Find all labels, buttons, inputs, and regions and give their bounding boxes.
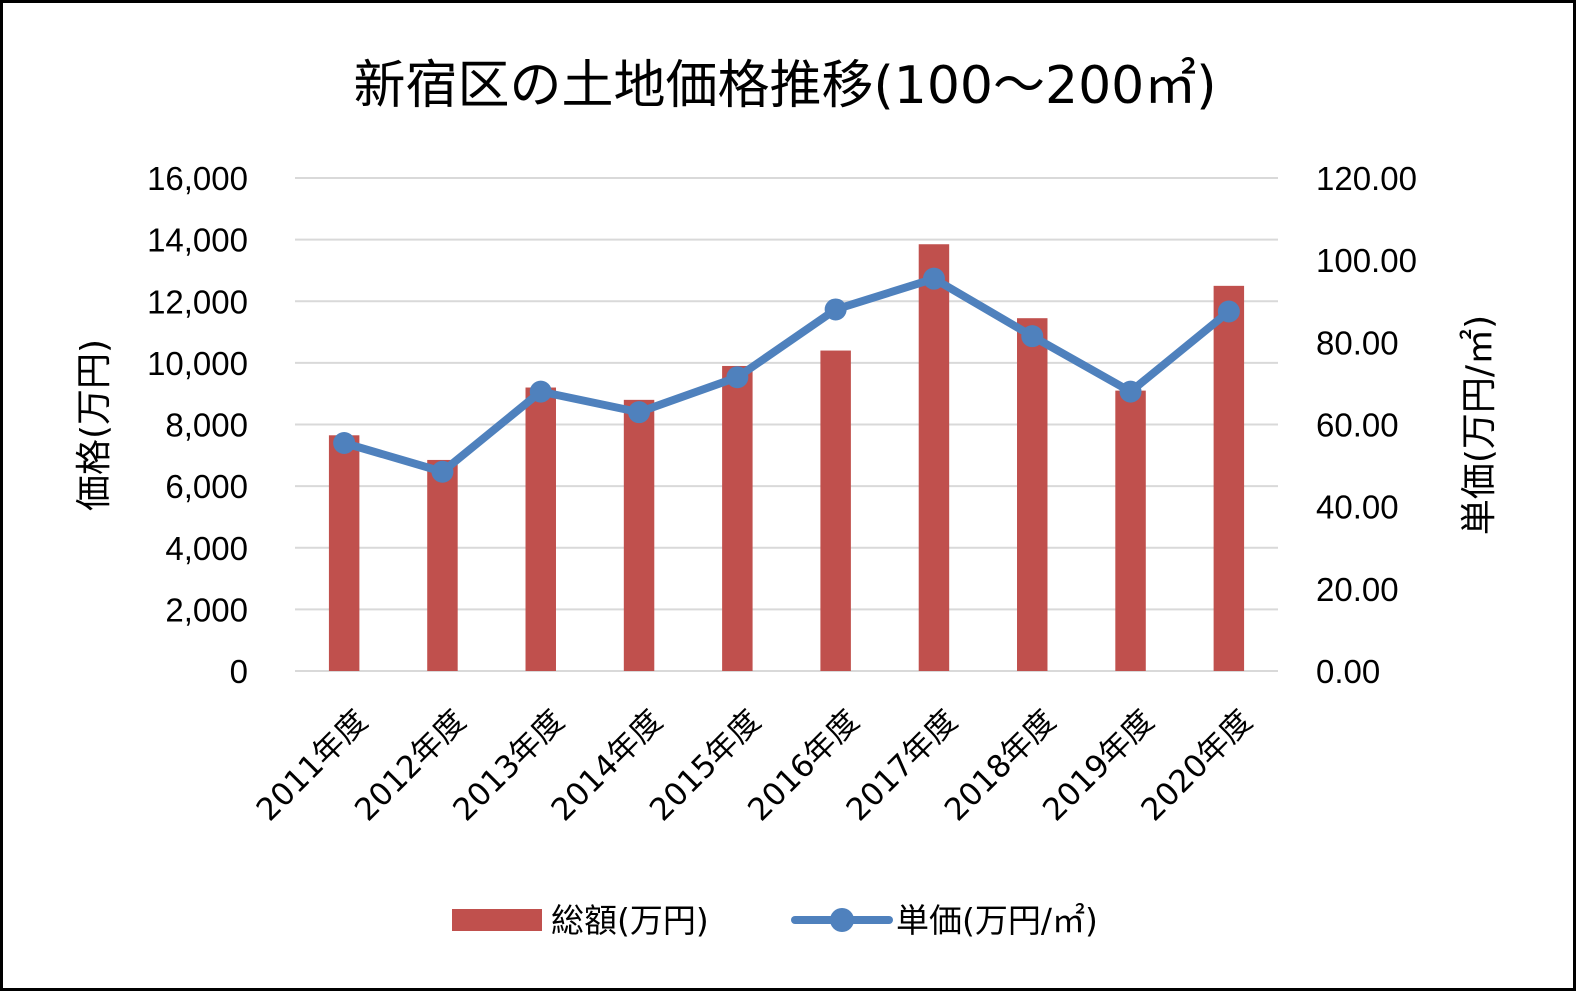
bar	[1115, 390, 1146, 671]
grid-layer	[295, 177, 1278, 672]
line-point	[431, 460, 454, 483]
bar	[1213, 285, 1245, 671]
line-point	[1021, 325, 1044, 348]
y-right-tick-label: 20.00	[1316, 571, 1399, 608]
y-left-tick-label: 6,000	[165, 468, 248, 505]
y-right-tick-label: 0.00	[1316, 653, 1380, 690]
chart-title: 新宿区の土地価格推移(100〜200㎡)	[353, 56, 1216, 116]
left-axis-ticks: 0 2,000 4,000 6,000 8,000 10,000 12,000 14,000 1…	[147, 160, 248, 690]
bar	[328, 435, 360, 671]
bar	[820, 350, 851, 671]
y-left-tick-label: 2,000	[165, 591, 248, 628]
y-left-tick-label: 16,000	[147, 160, 248, 197]
bar	[722, 365, 753, 671]
y-axis-right-title: 単価(万円/㎡)	[1458, 315, 1500, 535]
line-point	[824, 298, 847, 321]
legend-bar-swatch	[452, 909, 542, 931]
bar	[1017, 318, 1048, 671]
line-series	[340, 274, 1233, 476]
line-point	[922, 267, 945, 290]
line-point	[726, 366, 749, 389]
y-right-tick-label: 40.00	[1316, 489, 1399, 526]
y-left-tick-label: 8,000	[165, 407, 248, 444]
y-left-tick-label: 4,000	[165, 530, 248, 567]
bars-layer	[328, 244, 1245, 671]
y-left-tick-label: 12,000	[147, 283, 248, 320]
chart-svg: 新宿区の土地価格推移(100〜200㎡) 0 2,000 4,000 6,000 8,0…	[74, 56, 1500, 940]
legend-bar-label: 総額(万円)	[551, 901, 709, 940]
y-right-tick-label: 120.00	[1316, 160, 1417, 197]
bar	[427, 459, 458, 671]
legend-line-label: 単価(万円/㎡)	[896, 901, 1098, 940]
y-left-tick-label: 14,000	[147, 222, 248, 259]
line-point	[1119, 380, 1142, 403]
right-axis-ticks: 0.00 20.00 40.00 60.00 80.00 100.00 120.00	[1316, 160, 1417, 690]
bar	[918, 244, 950, 671]
legend-line-marker	[830, 908, 854, 932]
x-axis-ticks: 2011年度2012年度2013年度2014年度2015年度2016年度2017…	[250, 703, 1260, 828]
bar	[623, 399, 655, 671]
y-right-tick-label: 100.00	[1316, 242, 1417, 279]
line-point	[333, 431, 356, 454]
y-right-tick-label: 60.00	[1316, 407, 1399, 444]
legend: 総額(万円) 単価(万円/㎡)	[452, 901, 1098, 940]
line-layer	[333, 267, 1240, 483]
y-left-tick-label: 0	[230, 653, 248, 690]
y-right-tick-label: 80.00	[1316, 324, 1399, 361]
line-point	[1217, 300, 1240, 323]
bar	[525, 387, 556, 671]
line-point	[628, 401, 651, 424]
y-left-tick-label: 10,000	[147, 345, 248, 382]
y-axis-left-title: 価格(万円)	[74, 339, 115, 511]
line-point	[529, 380, 552, 403]
